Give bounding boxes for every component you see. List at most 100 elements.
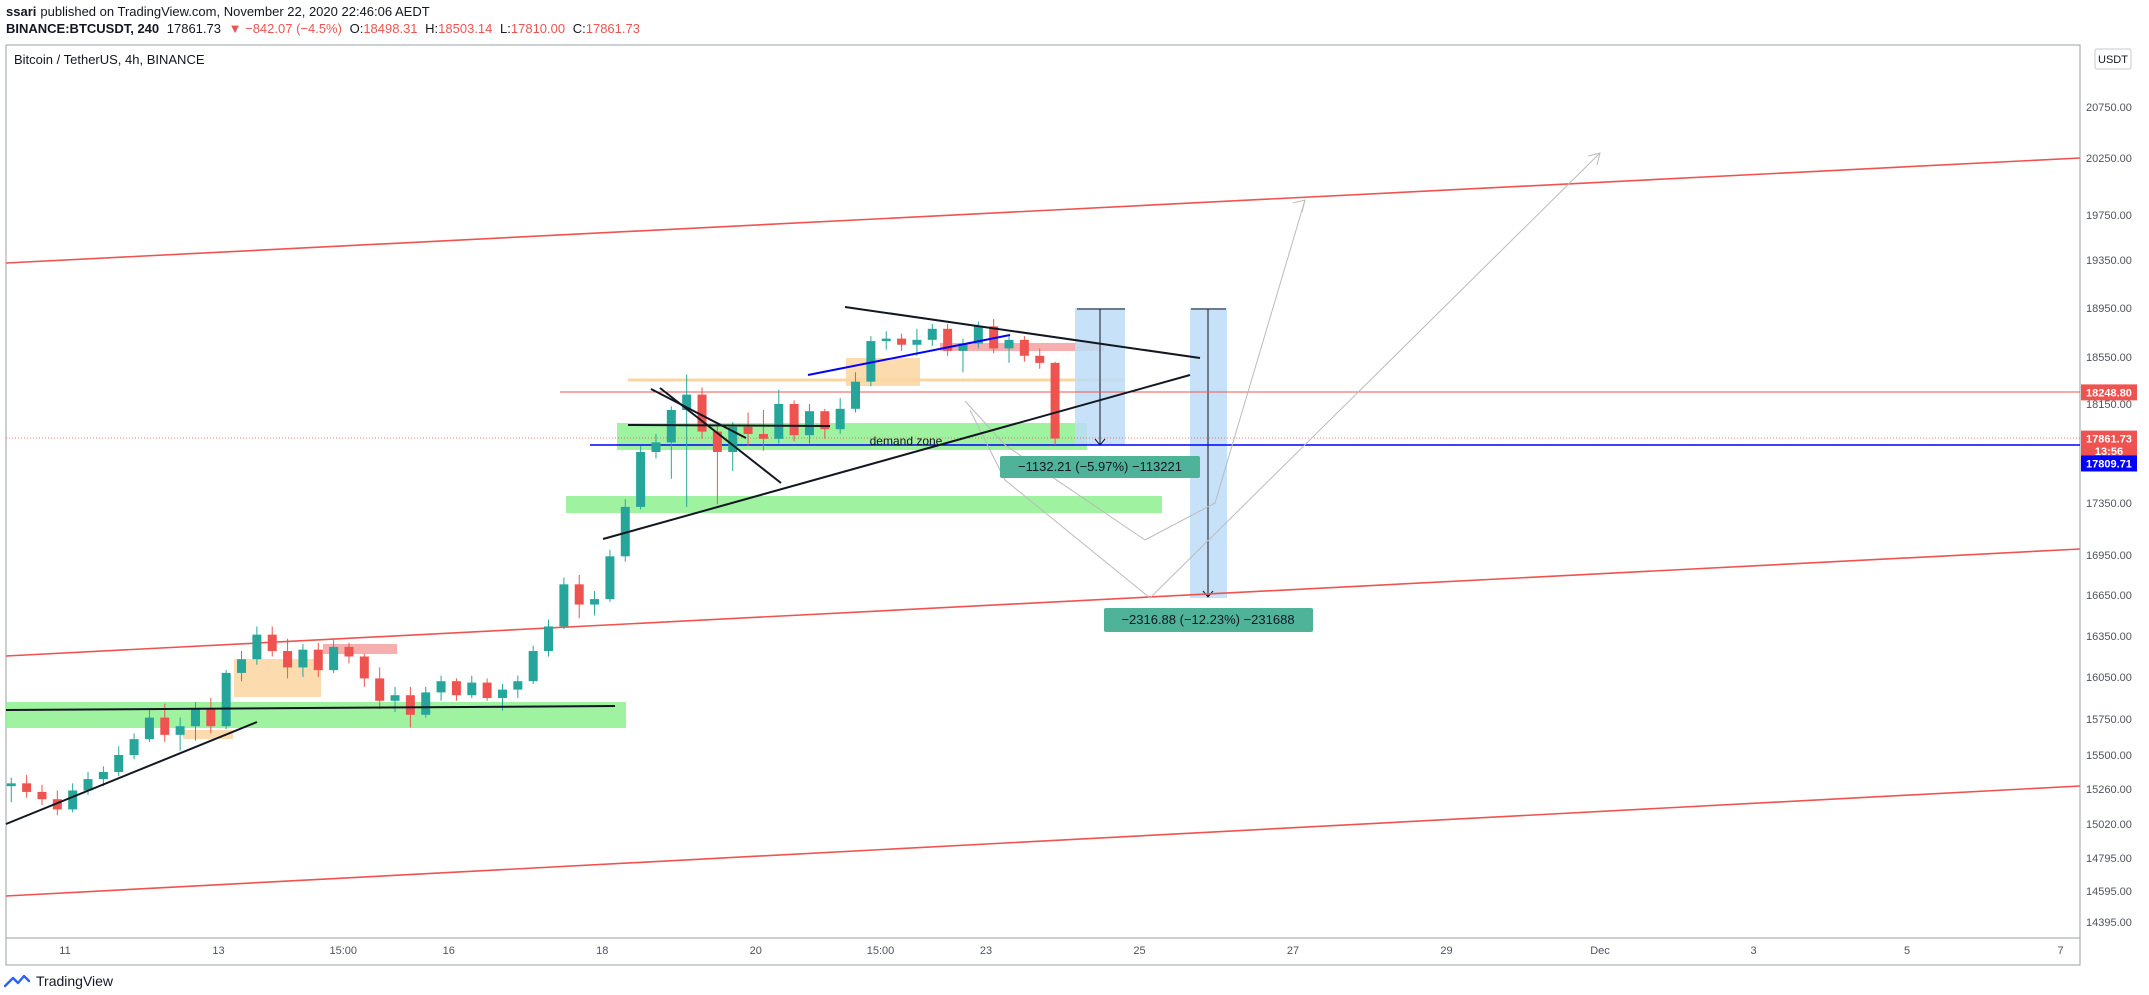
candle-body	[912, 339, 922, 345]
candle-body	[52, 799, 62, 810]
candle-body	[605, 556, 615, 600]
supply-zone-1	[234, 659, 321, 697]
price-tick-label: 18150.00	[2086, 399, 2132, 411]
time-axis[interactable]: 11 13 15:00 16 18 20 15:00 23 25 27 29 Dec 3 5 7	[59, 945, 2063, 957]
candle-body	[221, 672, 231, 727]
candle-body	[83, 779, 93, 791]
candle-body	[298, 649, 308, 668]
measure-2-label: −2316.88 (−12.23%) −231688	[1121, 612, 1294, 627]
time-tick-label: 29	[1440, 945, 1452, 957]
candle-body	[943, 328, 953, 351]
triangle-top-line	[844, 306, 1201, 359]
projection-head-1	[1292, 199, 1306, 213]
open-label: O:	[349, 21, 364, 36]
price-tick-label: 16050.00	[2086, 672, 2132, 684]
candle-body	[927, 328, 937, 340]
candle-body	[851, 381, 861, 409]
candle-body	[513, 681, 523, 690]
candle-body	[190, 709, 200, 727]
time-tick-label: 15:00	[329, 945, 357, 957]
candle-body	[482, 682, 492, 698]
author-name[interactable]: ssari	[6, 4, 37, 19]
price-tick-label: 16650.00	[2086, 590, 2132, 602]
price-label: 18248.80	[2086, 387, 2132, 399]
candle-body	[114, 755, 124, 772]
candle-body	[958, 343, 968, 351]
candle-body	[574, 584, 584, 605]
high-value: 18503.14	[438, 21, 493, 36]
ohlc-line: BINANCE:BTCUSDT, 240 17861.73 ▼ −842.07 …	[6, 20, 1206, 37]
price-tick-label: 15750.00	[2086, 714, 2132, 726]
footer-brand[interactable]: TradingView	[36, 973, 114, 989]
candle-body	[390, 695, 400, 701]
candle-body	[712, 431, 722, 452]
candle-body	[283, 651, 293, 668]
price-tick-label: 17350.00	[2086, 498, 2132, 510]
supply-zone-2	[183, 730, 233, 739]
price-change: ▼ −842.07 (−4.5%)	[228, 21, 342, 36]
candle-body	[682, 394, 692, 410]
candle-body	[206, 709, 216, 727]
candle-body	[405, 695, 415, 715]
price-tick-label: 18550.00	[2086, 352, 2132, 364]
uptrend-line-main	[602, 374, 1191, 540]
price-tick-label: 14795.00	[2086, 853, 2132, 865]
time-tick-label: Dec	[1590, 945, 1610, 957]
price-label: 13:56	[2095, 446, 2123, 458]
candle-body	[774, 404, 784, 439]
candle-body	[866, 341, 876, 382]
candle-body	[758, 434, 768, 439]
measure-1-label: −1132.21 (−5.97%) −113221	[1018, 459, 1182, 474]
tradingview-logo-icon[interactable]	[4, 974, 30, 988]
price-tick-label: 18950.00	[2086, 303, 2132, 315]
time-tick-label: 7	[2057, 945, 2063, 957]
price-label: 17861.73	[2086, 434, 2132, 446]
candle-body	[329, 646, 339, 671]
measure-2-label-bg	[1104, 608, 1313, 632]
channel-top-line	[5, 157, 2081, 264]
candle-body	[467, 682, 477, 696]
candle-body	[620, 506, 630, 557]
price-label: 17809.71	[2086, 458, 2132, 470]
candle-body	[144, 717, 154, 740]
currency-label: USDT	[2098, 54, 2128, 66]
time-tick-label: 15:00	[867, 945, 895, 957]
candle-body	[421, 692, 431, 715]
candle-body	[313, 649, 323, 671]
demand-zone-upper	[617, 423, 1087, 450]
candle-body	[697, 394, 707, 432]
overlay-layer: demand zone −1132.21 (−5.97%) −113221 −231…	[5, 306, 1313, 825]
symbol-interval: BINANCE:BTCUSDT, 240	[6, 21, 160, 36]
measure-1-label-bg	[1000, 456, 1200, 478]
resistance-zone-1	[323, 644, 397, 654]
candle-body	[881, 338, 891, 342]
price-tick-label: 16350.00	[2086, 631, 2132, 643]
candle-body	[743, 426, 753, 434]
time-tick-label: 25	[1133, 945, 1145, 957]
time-tick-label: 23	[980, 945, 992, 957]
price-tick-label: 15500.00	[2086, 750, 2132, 762]
currency-badge[interactable]	[2094, 48, 2132, 70]
candle-body	[451, 681, 461, 696]
price-axis[interactable]: 20750.00 20250.00 19750.00 19350.00 18950.00…	[2081, 102, 2137, 929]
candle-body	[559, 584, 569, 627]
demand-zone-label: demand zone	[870, 434, 943, 448]
price-tick-label: 16950.00	[2086, 550, 2132, 562]
time-tick-label: 13	[212, 945, 224, 957]
candle-body	[175, 726, 185, 735]
uptrend-line-left	[5, 721, 258, 825]
open-value: 18498.31	[363, 21, 418, 36]
footer: TradingView	[4, 971, 113, 991]
candle-body	[1050, 362, 1060, 439]
candle-body	[98, 772, 108, 780]
candle-body	[436, 681, 446, 693]
candle-body	[789, 404, 799, 436]
candle-body	[897, 338, 907, 345]
candle-body	[68, 790, 78, 810]
time-tick-label: 18	[596, 945, 608, 957]
candle-body	[835, 408, 845, 430]
candle-body	[651, 442, 661, 452]
candle-body	[804, 411, 814, 436]
time-tick-label: 20	[750, 945, 762, 957]
